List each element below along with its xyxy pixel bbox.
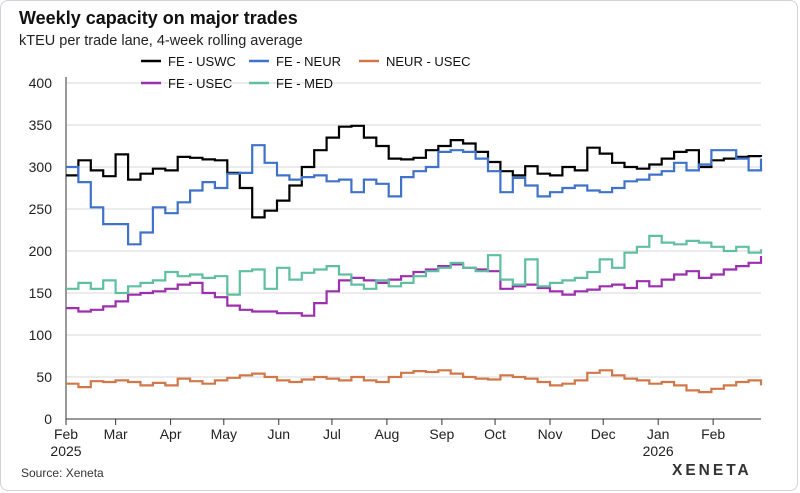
series-line-fe-uswc <box>66 124 763 219</box>
y-tick-label-400: 400 <box>29 75 53 91</box>
source-note: Source: Xeneta <box>21 466 104 480</box>
y-tick-label-200: 200 <box>29 243 53 259</box>
chart-subtitle: kTEU per trade lane, 4-week rolling aver… <box>19 33 303 49</box>
y-tick-label-150: 150 <box>29 285 53 301</box>
x-tick-label-nov-9: Nov <box>538 426 563 442</box>
series-line-fe-neur <box>66 144 763 246</box>
legend-label-fe-neur: FE - NEUR <box>276 54 341 69</box>
series-line-neur-usec <box>66 369 763 394</box>
x-tick-label-jan-11: Jan <box>647 426 670 442</box>
x-tick-label-aug-6: Aug <box>374 426 399 442</box>
y-tick-label-300: 300 <box>29 159 53 175</box>
y-tick-label-50: 50 <box>36 369 52 385</box>
grid-lines <box>66 82 761 378</box>
x-tick-year-2026: 2026 <box>643 443 674 459</box>
legend-label-fe-med: FE - MED <box>276 76 333 91</box>
x-tick-label-may-3: May <box>211 426 237 442</box>
series-line-fe-med <box>66 234 763 296</box>
y-tick-label-100: 100 <box>29 327 53 343</box>
x-tick-label-feb-0: Feb <box>54 426 78 442</box>
x-tick-label-oct-8: Oct <box>484 426 506 442</box>
x-tick-year-2025: 2025 <box>50 443 81 459</box>
y-tick-label-350: 350 <box>29 117 53 133</box>
x-tick-label-jul-5: Jul <box>323 426 341 442</box>
legend-label-neur-usec: NEUR - USEC <box>386 54 471 69</box>
xeneta-logo: XENETA <box>672 462 752 479</box>
legend: FE - USWC FE - NEUR NEUR - USEC FE - USEC FE… <box>141 54 471 91</box>
series-line-fe-usec <box>66 256 763 317</box>
series-lines <box>66 124 763 394</box>
y-tick-label-0: 0 <box>44 411 52 427</box>
x-tick-label-apr-2: Apr <box>160 426 182 442</box>
x-tick-label-sep-7: Sep <box>429 426 454 442</box>
legend-label-fe-usec: FE - USEC <box>168 76 232 91</box>
legend-label-fe-uswc: FE - USWC <box>168 54 236 69</box>
y-tick-label-250: 250 <box>29 201 53 217</box>
x-tick-label-dec-10: Dec <box>591 426 616 442</box>
chart-title: Weekly capacity on major trades <box>19 8 298 28</box>
x-tick-label-feb-12: Feb <box>701 426 725 442</box>
x-tick-label-mar-1: Mar <box>104 426 128 442</box>
x-tick-label-jun-4: Jun <box>267 426 290 442</box>
